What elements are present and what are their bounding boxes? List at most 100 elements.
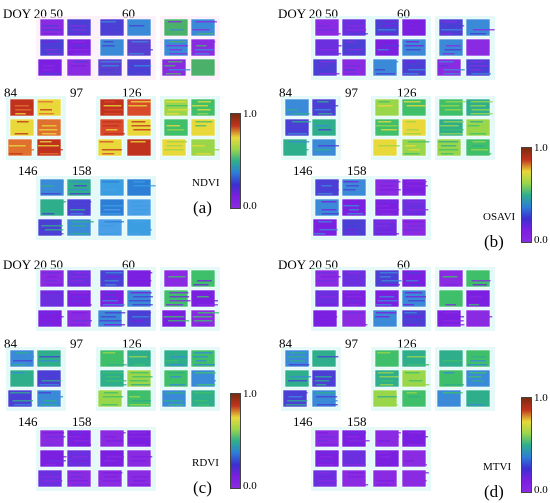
sub-plot	[311, 138, 337, 157]
sub-plot	[99, 269, 125, 288]
sub-plot	[66, 269, 92, 288]
sub-plot	[66, 429, 92, 448]
field-plot-image	[281, 96, 341, 160]
sub-plot	[341, 178, 367, 197]
sub-plot	[401, 58, 427, 77]
sub-plot	[465, 118, 491, 137]
plot-mosaic	[36, 427, 96, 491]
sub-plot	[314, 429, 340, 448]
panel-tag: (c)	[193, 478, 212, 497]
sub-plot	[7, 138, 33, 157]
colorbar	[521, 147, 532, 243]
sub-plot	[9, 98, 35, 117]
colorbar-min-label: 0.0	[534, 234, 548, 246]
sub-plot	[161, 389, 187, 408]
colorbar	[230, 113, 241, 209]
field-plot-image	[96, 16, 156, 80]
sub-plot	[97, 138, 123, 157]
sub-plot	[465, 138, 491, 157]
field-plot-image	[281, 347, 341, 411]
sub-plot	[163, 269, 189, 288]
plot-mosaic	[96, 427, 156, 491]
sub-plot	[374, 98, 400, 117]
sub-plot	[39, 429, 65, 448]
sub-plot	[39, 289, 65, 308]
sub-plot	[374, 369, 400, 388]
sub-plot	[126, 198, 152, 217]
sub-plot	[436, 58, 462, 77]
sub-plot	[36, 138, 62, 157]
sub-plot	[39, 198, 65, 217]
sub-plot	[99, 38, 125, 57]
field-plot-image	[36, 427, 96, 491]
sub-plot	[311, 369, 337, 388]
sub-plot	[341, 58, 367, 77]
sub-plot	[401, 469, 427, 488]
field-plot-image	[160, 267, 220, 331]
panel-d: DOY 20 50 60 84 97 126 146 158 1.0 0.0 MTVI (d)	[275, 251, 550, 502]
doy-label: 158	[347, 414, 367, 429]
plot-mosaic	[96, 267, 156, 331]
plot-mosaic	[371, 96, 431, 160]
sub-plot	[97, 469, 123, 488]
sub-plot	[36, 98, 62, 117]
sub-plot	[190, 389, 216, 408]
sub-plot	[66, 18, 92, 37]
sub-plot	[99, 178, 125, 197]
sub-plot	[284, 349, 310, 368]
sub-plot	[314, 178, 340, 197]
sub-plot	[99, 369, 125, 388]
sub-plot	[374, 178, 400, 197]
sub-plot	[190, 38, 216, 57]
plot-mosaic	[281, 96, 341, 160]
colorbar-max-label: 1.0	[243, 108, 257, 120]
sub-plot	[284, 118, 310, 137]
sub-plot	[37, 218, 63, 237]
sub-plot	[99, 449, 125, 468]
plot-mosaic	[160, 347, 220, 411]
sub-plot	[465, 389, 491, 408]
sub-plot	[401, 218, 427, 237]
sub-plot	[39, 269, 65, 288]
sub-plot	[465, 18, 491, 37]
sub-plot	[465, 98, 491, 117]
sub-plot	[341, 198, 367, 217]
sub-plot	[97, 389, 123, 408]
index-name: OSAVI	[483, 211, 516, 223]
sub-plot	[39, 178, 65, 197]
sub-plot	[282, 138, 308, 157]
sub-plot	[9, 118, 35, 137]
sub-plot	[311, 389, 337, 408]
plot-mosaic	[160, 16, 220, 80]
plot-mosaic	[311, 16, 371, 80]
sub-plot	[438, 18, 464, 37]
colorbar-max-label: 1.0	[534, 392, 548, 404]
sub-plot	[99, 98, 125, 117]
colorbar-max-label: 1.0	[534, 142, 548, 154]
sub-plot	[66, 218, 92, 237]
field-plot-image	[311, 176, 371, 240]
sub-plot	[190, 98, 216, 117]
colorbar-min-label: 0.0	[243, 480, 257, 492]
sub-plot	[465, 58, 491, 77]
doy-label: 97	[345, 336, 358, 351]
sub-plot	[341, 429, 367, 448]
plot-mosaic	[311, 267, 371, 331]
sub-plot	[163, 369, 189, 388]
sub-plot	[312, 218, 338, 237]
sub-plot	[163, 118, 189, 137]
sub-plot	[401, 429, 427, 448]
field-plot-image	[96, 267, 156, 331]
sub-plot	[374, 349, 400, 368]
sub-plot	[284, 98, 310, 117]
panel-a: DOY 20 50 60 84 97 126 146 158 1.0 0.0 NDVI (a)	[0, 0, 275, 251]
doy-label: 97	[70, 336, 83, 351]
doy-label: 97	[70, 85, 83, 100]
plot-mosaic	[311, 427, 371, 491]
field-plot-image	[371, 16, 431, 80]
sub-plot	[126, 309, 152, 328]
sub-plot	[401, 389, 427, 408]
sub-plot	[401, 198, 427, 217]
sub-plot	[190, 118, 216, 137]
sub-plot	[465, 289, 491, 308]
